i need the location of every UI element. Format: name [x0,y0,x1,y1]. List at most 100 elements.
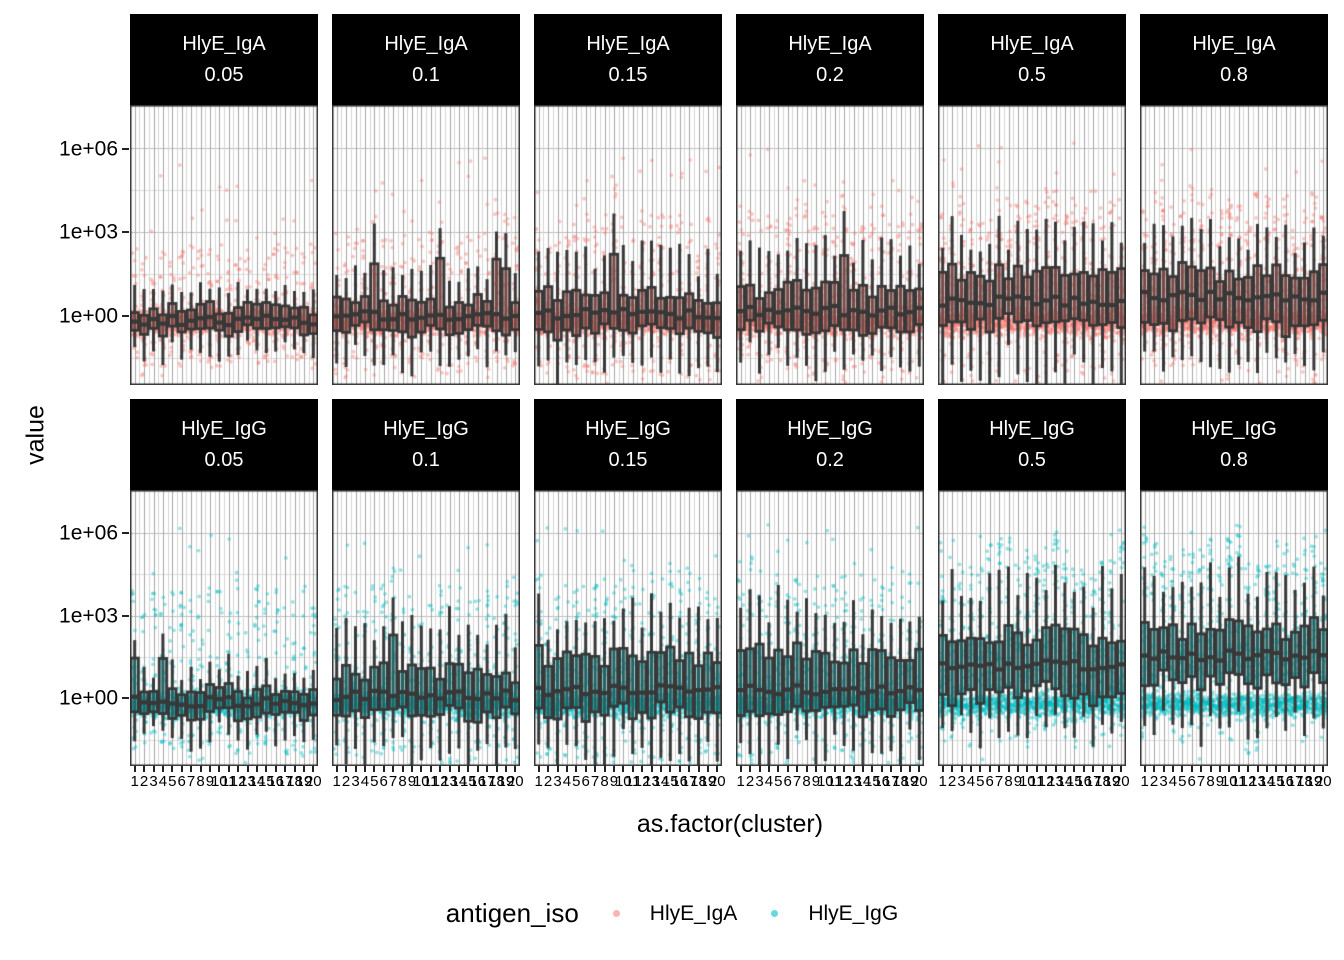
x-tick-mark [805,766,808,772]
facet-strip: HlyE_IgG 0.1 [332,399,520,490]
facet-strip-antigen: HlyE_IgA [182,33,266,55]
x-tick-mark [584,766,587,772]
x-tick-mark [467,766,470,772]
x-tick-mark [171,766,174,772]
x-tick-label: 16 [671,773,689,790]
x-tick-label: 13 [845,773,862,790]
x-tick-mark [688,766,691,772]
x-tick-mark [392,766,395,772]
x-tick-mark [335,766,338,772]
facet-HlyE_IgG-0.2: HlyE_IgG 0.2 [736,399,924,766]
legend-label: HlyE_IgA [649,901,738,925]
x-tick-label: 17 [680,773,698,790]
x-tick-mark [716,766,719,772]
y-tick-mark [122,697,129,699]
x-tick-mark [537,766,540,772]
x-tick-mark [1247,766,1250,772]
y-tick-mark [122,615,129,617]
x-tick-mark [1143,766,1146,772]
panel-canvas [1140,105,1328,385]
x-tick-mark [1284,766,1287,772]
x-tick-mark [354,766,357,772]
x-tick-label: 5 [168,773,177,790]
x-axis-title: as.factor(cluster) [636,810,824,838]
x-tick-label: 7 [388,773,398,790]
x-tick-mark [448,766,451,772]
x-tick-label: 20 [708,773,726,790]
legend: antigen_iso HlyE_IgA HlyE_IgG [0,898,1344,929]
x-tick-label: 19 [497,773,515,790]
x-tick-label: 8 [196,773,205,790]
x-tick-mark [871,766,874,772]
x-tick-label: 13 [441,773,458,790]
facet-strip-threshold: 0.1 [412,449,440,471]
x-tick-label: 17 [1084,773,1102,790]
x-tick-mark [594,766,597,772]
x-tick-mark [612,766,615,772]
x-tick-mark [284,766,287,772]
x-tick-mark [641,766,644,772]
x-tick-mark [659,766,662,772]
x-tick-label: 12 [1037,773,1055,790]
facet-strip: HlyE_IgG 0.2 [736,399,924,490]
x-tick-label: 20 [506,773,524,790]
x-tick-mark [246,766,249,772]
x-tick-mark [1303,766,1306,772]
x-tick-label: 14 [450,773,468,790]
x-tick-label: 14 [854,773,872,790]
x-tick-label: 14 [652,773,670,790]
x-tick-label: 4 [158,773,168,790]
panel-canvas [130,105,318,385]
facet-HlyE_IgA-0.2: HlyE_IgA 0.2 [736,14,924,385]
x-tick-mark [575,766,578,772]
x-tick-mark [227,766,230,772]
x-tick-label: 18 [488,773,505,790]
x-tick-mark [777,766,780,772]
x-tick-mark [951,766,954,772]
x-tick-label: 8 [1206,773,1215,790]
y-tick-mark [122,231,129,233]
x-tick-label: 11 [1028,773,1045,790]
x-tick-label: 7 [1196,773,1206,790]
y-tick-label: 1e+00 [59,686,118,710]
x-tick-mark [274,766,277,772]
x-tick-mark [880,766,883,772]
x-tick-mark [669,766,672,772]
panel-canvas [332,490,520,766]
x-tick-label: 15 [1065,773,1083,790]
x-tick-label: 4 [562,773,572,790]
x-tick-mark [547,766,550,772]
x-tick-mark [133,766,136,772]
x-tick-label: 16 [469,773,487,790]
x-tick-label: 10 [614,773,632,790]
x-tick-label: 4 [966,773,976,790]
x-tick-mark [457,766,460,772]
x-tick-mark [152,766,155,772]
facet-strip-antigen: HlyE_IgG [787,418,873,440]
x-tick-label: 16 [267,773,285,790]
x-tick-label: 5 [976,773,985,790]
x-tick-mark [796,766,799,772]
x-tick-label: 3 [553,773,562,790]
x-tick-mark [1171,766,1174,772]
x-tick-label: 8 [1004,773,1013,790]
x-tick-label: 2 [341,773,351,790]
x-tick-mark [814,766,817,772]
x-tick-mark [382,766,385,772]
x-tick-mark [979,766,982,772]
x-tick-mark [312,766,315,772]
facet-strip-threshold: 0.05 [204,449,244,471]
x-tick-mark [208,766,211,772]
facet-strip: HlyE_IgA 0.5 [938,14,1126,105]
facet-strip-antigen: HlyE_IgG [1191,418,1277,440]
x-tick-label: 1 [130,773,139,790]
facet-strip: HlyE_IgA 0.2 [736,14,924,105]
facet-strip-threshold: 0.15 [608,449,648,471]
x-tick-mark [1275,766,1278,772]
facet-strip-threshold: 0.8 [1220,449,1248,471]
x-tick-mark [1035,766,1038,772]
x-tick-label: 15 [661,773,679,790]
facet-strip-antigen: HlyE_IgA [1192,33,1276,55]
x-tick-mark [302,766,305,772]
